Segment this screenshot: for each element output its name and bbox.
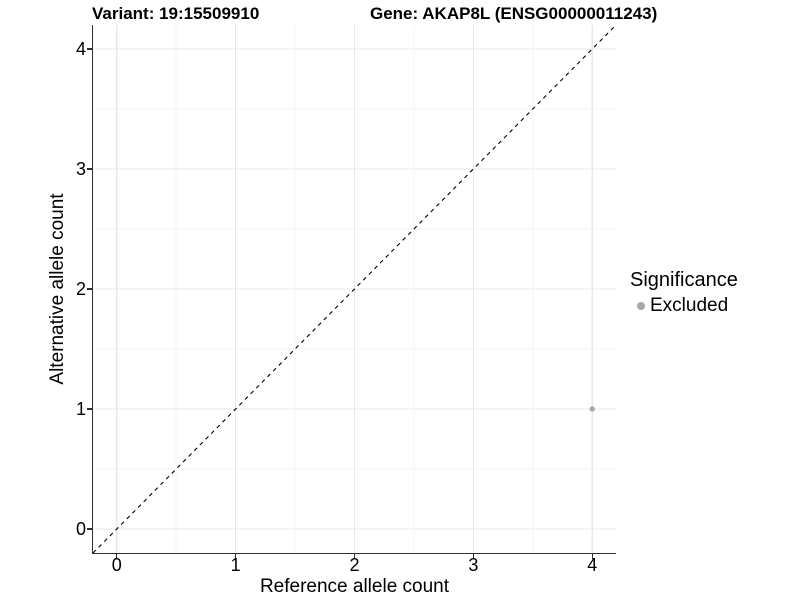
plot-canvas (93, 25, 616, 553)
y-axis-title: Alternative allele count (47, 193, 68, 385)
legend-point-icon (637, 302, 645, 310)
y-tick-label: 3 (75, 159, 86, 179)
plot-panel (93, 25, 616, 553)
variant-title: Variant: 19:15509910 (92, 4, 260, 23)
x-tick-mark (234, 554, 237, 559)
legend-entry-label: Excluded (650, 295, 729, 316)
gene-title: Gene: AKAP8L (ENSG00000011243) (370, 4, 658, 23)
x-tick-label: 2 (349, 555, 360, 575)
y-tick-mark (87, 408, 92, 410)
legend-title: Significance (630, 269, 738, 291)
y-tick-mark (87, 288, 92, 290)
y-tick-mark (87, 48, 92, 50)
x-axis-line (91, 553, 616, 555)
identity-dashed-line (93, 25, 616, 553)
y-tick-label: 1 (75, 399, 86, 419)
x-tick-label: 1 (230, 555, 241, 575)
y-tick-mark (87, 528, 92, 530)
data-point (589, 406, 595, 412)
x-tick-mark (472, 554, 475, 559)
x-axis-title: Reference allele count (259, 576, 450, 597)
x-tick-label: 4 (587, 555, 598, 575)
y-tick-label: 4 (75, 39, 86, 59)
x-tick-label: 0 (111, 555, 122, 575)
x-tick-mark (116, 554, 118, 559)
y-tick-label: 0 (75, 519, 86, 539)
x-tick-mark (353, 554, 356, 559)
legend: Significance Excluded (630, 269, 738, 317)
y-tick-mark (87, 168, 92, 170)
x-tick-mark (591, 554, 593, 559)
legend-entry-excluded: Excluded (637, 295, 738, 317)
x-tick-label: 3 (468, 555, 479, 575)
